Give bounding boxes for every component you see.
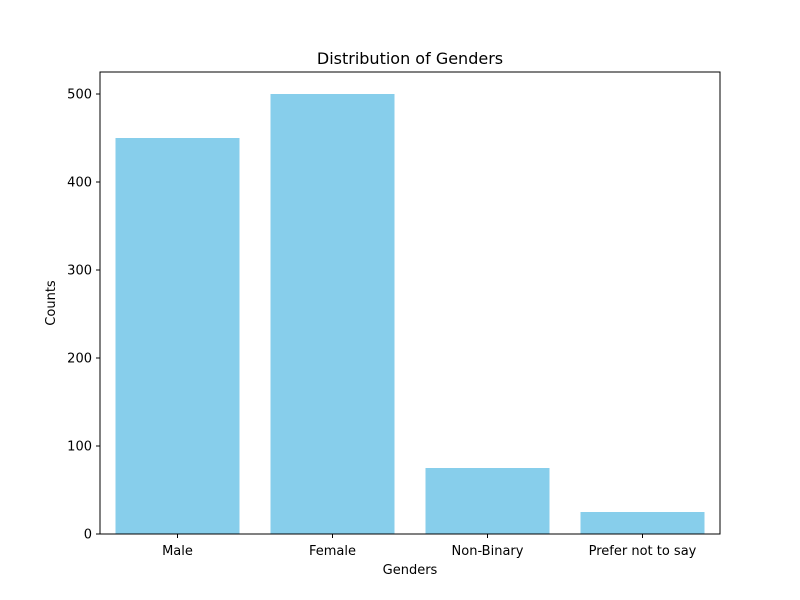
y-axis-ticks: 0 100 200 300 400 500 xyxy=(67,88,100,543)
x-tick-label: Female xyxy=(309,544,356,559)
y-axis-label: Counts xyxy=(44,280,59,326)
y-tick-label: 200 xyxy=(67,352,92,367)
bars-layer xyxy=(115,94,705,534)
y-tick-label: 400 xyxy=(67,176,92,191)
x-tick-label: Male xyxy=(162,544,193,559)
bar-prefer-not-to-say xyxy=(580,512,705,534)
bar-non-binary xyxy=(425,468,550,534)
y-tick-label: 100 xyxy=(67,440,92,455)
x-tick-label: Prefer not to say xyxy=(589,544,697,559)
y-tick-label: 300 xyxy=(67,264,92,279)
bar-female xyxy=(270,94,395,534)
x-axis-label: Genders xyxy=(383,563,438,578)
chart-title: Distribution of Genders xyxy=(317,49,503,68)
x-axis-ticks: Male Female Non-Binary Prefer not to say xyxy=(162,534,697,559)
y-tick-label: 500 xyxy=(67,88,92,103)
x-tick-label: Non-Binary xyxy=(452,544,524,559)
y-tick-label: 0 xyxy=(84,528,92,543)
plot-frame xyxy=(99,71,721,535)
bar-male xyxy=(115,138,240,534)
